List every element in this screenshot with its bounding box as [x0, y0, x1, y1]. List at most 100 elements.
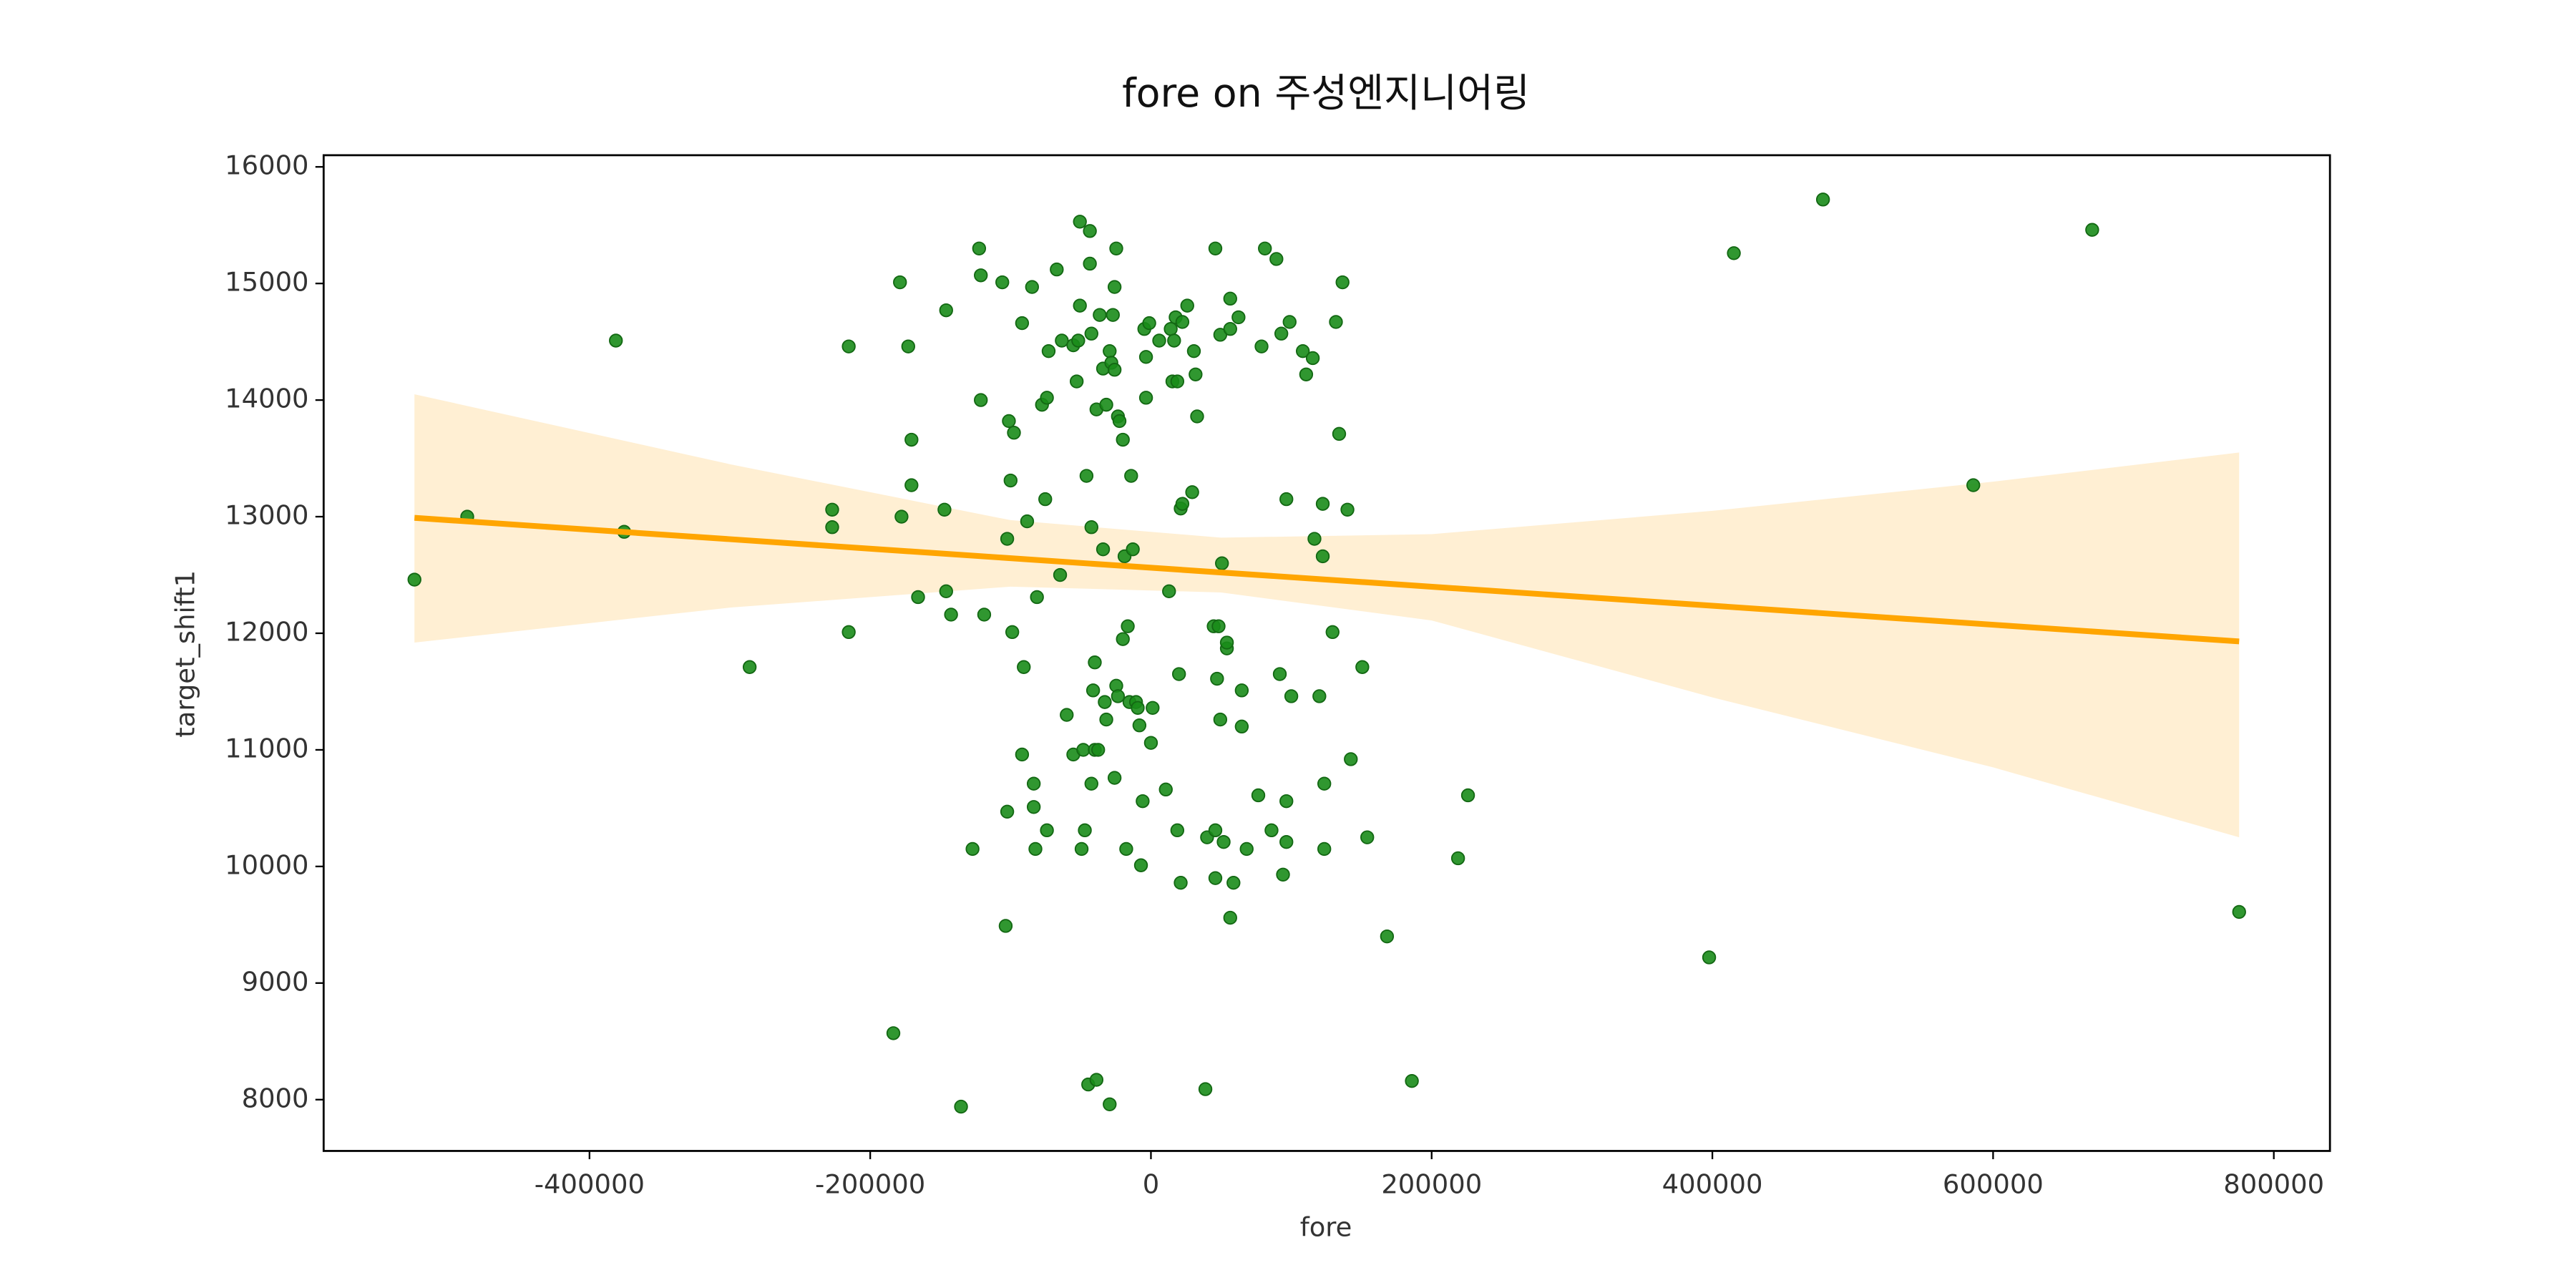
point	[1254, 339, 1269, 353]
point	[937, 502, 952, 517]
point	[1405, 1074, 1419, 1088]
y-tick-label: 14000	[225, 384, 308, 414]
point	[1170, 374, 1185, 389]
point	[1083, 224, 1097, 238]
point	[939, 584, 953, 599]
point	[1305, 351, 1320, 366]
point	[1050, 262, 1064, 277]
point	[1071, 333, 1085, 348]
point	[1121, 619, 1135, 633]
point	[1211, 619, 1226, 633]
point	[1038, 492, 1053, 507]
point	[1020, 514, 1035, 529]
point	[1234, 683, 1249, 698]
point	[1251, 788, 1266, 803]
point	[1223, 910, 1237, 925]
point	[939, 303, 953, 318]
point	[1258, 241, 1272, 255]
point	[1282, 315, 1297, 329]
point	[1186, 343, 1201, 358]
point	[825, 520, 839, 535]
point	[1126, 542, 1140, 557]
point	[1208, 823, 1223, 838]
point	[1189, 367, 1203, 381]
point	[1234, 719, 1249, 734]
point	[1116, 432, 1130, 447]
point	[1332, 426, 1347, 441]
point	[1175, 315, 1190, 329]
x-axis-label: fore	[1300, 1211, 1352, 1242]
point	[1142, 316, 1156, 331]
point	[1272, 667, 1287, 681]
point	[825, 502, 839, 517]
point	[1325, 625, 1340, 640]
point	[1133, 858, 1148, 872]
point	[1099, 712, 1113, 727]
point	[1136, 794, 1150, 809]
point	[1030, 590, 1044, 605]
point	[742, 660, 757, 674]
point	[1269, 252, 1284, 266]
point	[1083, 256, 1097, 271]
point	[1078, 823, 1092, 838]
point	[1152, 333, 1166, 348]
point	[1210, 671, 1224, 686]
point	[1216, 834, 1231, 849]
point	[1213, 712, 1228, 727]
point	[904, 432, 919, 447]
point	[1335, 275, 1350, 290]
point	[1003, 473, 1018, 488]
point	[1223, 322, 1237, 336]
point	[1315, 497, 1330, 511]
point	[2085, 223, 2099, 237]
point	[1026, 800, 1041, 814]
point	[1198, 1082, 1213, 1096]
point	[841, 339, 856, 353]
point	[1219, 635, 1234, 650]
point	[2232, 904, 2246, 919]
point	[1315, 549, 1330, 564]
y-tick-label: 8000	[242, 1083, 309, 1113]
point	[1279, 492, 1294, 507]
point	[1307, 532, 1322, 546]
y-tick-label: 9000	[242, 966, 309, 997]
point	[1340, 502, 1355, 517]
point	[1112, 414, 1127, 429]
point	[1076, 743, 1091, 757]
point	[1085, 683, 1101, 698]
point	[954, 1099, 968, 1114]
y-tick-label: 12000	[225, 616, 308, 647]
point	[1226, 875, 1241, 890]
point	[1103, 343, 1117, 358]
x-tick-label: -200000	[815, 1169, 925, 1199]
point	[1239, 841, 1254, 857]
x-tick-label: 200000	[1381, 1169, 1482, 1199]
point	[894, 509, 909, 524]
point	[1146, 701, 1160, 715]
point	[407, 572, 421, 587]
point	[1084, 520, 1098, 535]
point	[1264, 823, 1279, 838]
point	[609, 333, 623, 348]
point	[1060, 708, 1074, 722]
point	[1180, 298, 1194, 313]
point	[1107, 363, 1122, 377]
point	[1000, 532, 1015, 546]
point	[1171, 667, 1186, 681]
point	[901, 339, 915, 353]
point	[886, 1026, 901, 1040]
point	[841, 625, 856, 640]
point	[1089, 1073, 1104, 1087]
point	[1170, 823, 1185, 838]
point	[1208, 871, 1223, 885]
point	[1175, 497, 1190, 511]
point	[1295, 343, 1310, 358]
point	[972, 241, 987, 255]
point	[1002, 414, 1016, 429]
point	[904, 478, 919, 492]
x-tick-label: 600000	[1943, 1169, 2044, 1199]
point	[1279, 794, 1294, 809]
point	[1185, 485, 1199, 499]
point	[1274, 326, 1289, 341]
x-tick-label: 400000	[1662, 1169, 1763, 1199]
